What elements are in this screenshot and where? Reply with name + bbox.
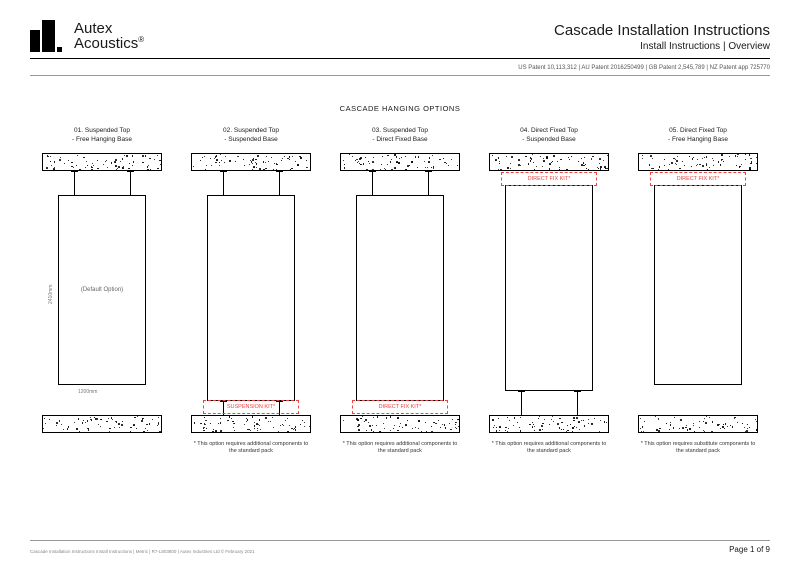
brand-logo: Autex Acoustics® — [30, 20, 144, 52]
panel-label: (Default Option) — [81, 287, 123, 293]
panel: (Default Option) — [58, 195, 146, 385]
option-diagram: DIRECT FIX KIT* — [340, 153, 460, 433]
cable-fitting — [369, 195, 376, 196]
bottom-slab — [42, 415, 162, 433]
cable-fitting — [71, 195, 78, 196]
cable-fitting — [369, 171, 376, 172]
panel — [356, 195, 444, 401]
dimension-height: 2410mm — [48, 285, 54, 304]
section-title: CASCADE HANGING OPTIONS — [30, 104, 770, 113]
option-diagram: DIRECT FIX KIT* — [489, 153, 609, 433]
cable — [372, 171, 373, 195]
cable-fitting — [425, 171, 432, 172]
suspension-kit-callout: SUSPENSION KIT* — [203, 400, 299, 414]
option-title: 04. Direct Fixed Top - Suspended Base — [520, 127, 578, 147]
cable-fitting — [220, 171, 227, 172]
direct_fix-kit-callout: DIRECT FIX KIT* — [650, 172, 746, 186]
cable — [428, 171, 429, 195]
cable-fitting — [220, 195, 227, 196]
brand-line1: Autex — [74, 21, 144, 37]
option-column: 01. Suspended Top - Free Hanging Base (De… — [36, 127, 168, 455]
option-title: 05. Direct Fixed Top - Free Hanging Base — [668, 127, 728, 147]
cable-fitting — [518, 391, 525, 392]
top-slab — [42, 153, 162, 171]
cable-fitting — [276, 195, 283, 196]
top-slab — [191, 153, 311, 171]
header: Autex Acoustics® Cascade Installation In… — [30, 20, 770, 59]
cable-fitting — [518, 415, 525, 416]
cable-fitting — [574, 415, 581, 416]
direct_fix-kit-callout: DIRECT FIX KIT* — [352, 400, 448, 414]
top-slab — [489, 153, 609, 171]
cable — [74, 171, 75, 195]
option-title: 03. Suspended Top - Direct Fixed Base — [372, 127, 428, 147]
cable-fitting — [127, 171, 134, 172]
options-row: 01. Suspended Top - Free Hanging Base (De… — [30, 127, 770, 455]
option-diagram: (Default Option) 2410mm 1200mm — [42, 153, 162, 433]
cable-fitting — [425, 195, 432, 196]
cable — [223, 171, 224, 195]
patent-line: US Patent 10,113,312 | AU Patent 2016250… — [30, 65, 770, 76]
cable-fitting — [127, 195, 134, 196]
cable — [521, 391, 522, 415]
option-title: 01. Suspended Top - Free Hanging Base — [72, 127, 132, 147]
option-title: 02. Suspended Top - Suspended Base — [223, 127, 279, 147]
cable — [279, 171, 280, 195]
cable-fitting — [276, 415, 283, 416]
document-subtitle: Install Instructions | Overview — [554, 41, 770, 52]
cable-fitting — [71, 171, 78, 172]
dimension-width: 1200mm — [78, 389, 97, 395]
option-column: 03. Suspended Top - Direct Fixed Base DIR… — [334, 127, 466, 455]
logo-mark-icon — [30, 20, 64, 52]
option-note: * This option requires additional compon… — [340, 441, 460, 455]
header-right: Cascade Installation Instructions Instal… — [554, 22, 770, 52]
panel — [505, 185, 593, 391]
brand-line2: Acoustics® — [74, 36, 144, 52]
bottom-slab — [340, 415, 460, 433]
direct_fix-kit-callout: DIRECT FIX KIT* — [501, 172, 597, 186]
footer-right: Page 1 of 9 — [729, 545, 770, 554]
top-slab — [340, 153, 460, 171]
cable — [577, 391, 578, 415]
panel — [654, 185, 742, 385]
bottom-slab — [489, 415, 609, 433]
footer: Cascade Installation Instructions Instal… — [30, 540, 770, 554]
cable — [130, 171, 131, 195]
option-note: * This option requires additional compon… — [191, 441, 311, 455]
option-column: 04. Direct Fixed Top - Suspended Base DIR… — [483, 127, 615, 455]
option-column: 05. Direct Fixed Top - Free Hanging Base… — [632, 127, 764, 455]
option-diagram: DIRECT FIX KIT* — [638, 153, 758, 433]
top-slab — [638, 153, 758, 171]
cable-fitting — [574, 391, 581, 392]
cable-fitting — [276, 171, 283, 172]
document-title: Cascade Installation Instructions — [554, 22, 770, 39]
option-diagram: SUSPENSION KIT* — [191, 153, 311, 433]
bottom-slab — [191, 415, 311, 433]
panel — [207, 195, 295, 401]
option-note: * This option requires substitute compon… — [638, 441, 758, 455]
bottom-slab — [638, 415, 758, 433]
option-column: 02. Suspended Top - Suspended Base SUSPEN… — [185, 127, 317, 455]
option-note: * This option requires additional compon… — [489, 441, 609, 455]
cable-fitting — [220, 415, 227, 416]
footer-left: Cascade Installation Instructions Instal… — [30, 549, 255, 554]
brand-name: Autex Acoustics® — [74, 21, 144, 53]
